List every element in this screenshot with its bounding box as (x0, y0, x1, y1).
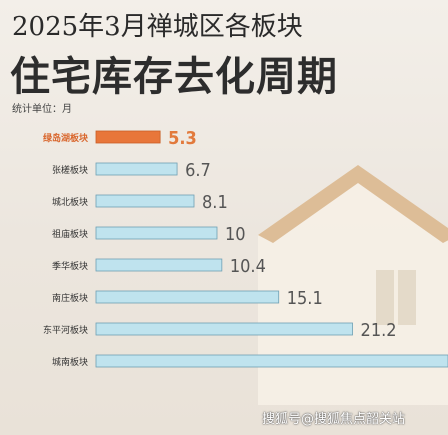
category-label: 祖庙板块 (52, 228, 88, 240)
category-label: 季华板块 (52, 260, 88, 272)
value-label: 8.1 (202, 192, 228, 213)
category-label: 张槎板块 (52, 164, 88, 176)
bar (95, 162, 178, 176)
bar (95, 290, 280, 304)
chart-subtitle: 2025年3月禅城区各板块 (12, 12, 303, 42)
category-label: 绿岛湖板块 (43, 132, 89, 144)
bar (95, 130, 161, 144)
value-label: 5.3 (168, 128, 197, 149)
value-label: 15.1 (287, 288, 323, 309)
value-label: 6.7 (185, 160, 211, 181)
unit-label: 统计单位：月 (12, 104, 72, 115)
bar (95, 322, 353, 336)
chart-title: 住宅库存去化周期 (10, 53, 338, 100)
bar (95, 226, 218, 240)
category-label: 东平河板块 (43, 324, 88, 336)
bar (95, 194, 195, 208)
house-illustration (258, 165, 448, 405)
category-label: 南庄板块 (52, 292, 88, 304)
bar (95, 258, 223, 272)
category-label: 城北板块 (52, 196, 88, 208)
watermark: 搜狐号@搜狐焦点韶关站 (262, 412, 406, 427)
category-label: 城南板块 (52, 356, 88, 368)
bar (95, 354, 448, 368)
value-label: 21.2 (361, 320, 397, 341)
value-label: 10 (225, 224, 246, 245)
value-label: 10.4 (230, 256, 266, 277)
